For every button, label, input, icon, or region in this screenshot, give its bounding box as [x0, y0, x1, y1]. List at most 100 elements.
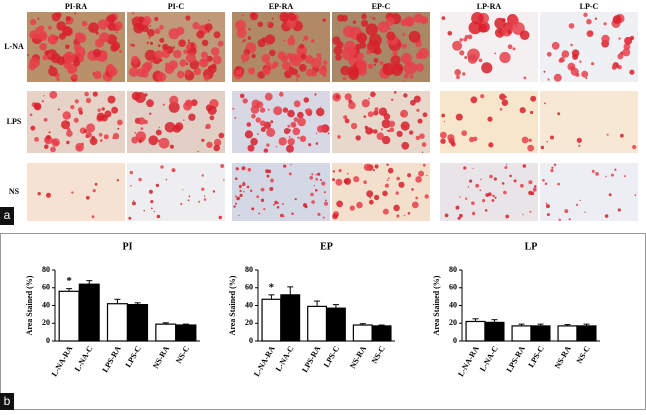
stained-droplet: [464, 34, 469, 39]
stained-droplet: [240, 53, 250, 62]
stained-droplet: [243, 39, 246, 42]
stained-droplet: [279, 12, 290, 22]
stained-droplet: [248, 67, 256, 75]
stained-droplet: [250, 105, 260, 114]
stained-droplet: [282, 107, 289, 113]
stained-droplet: [447, 31, 453, 36]
stained-droplet: [99, 32, 110, 43]
stained-droplet: [462, 72, 466, 76]
stained-droplet: [295, 73, 301, 79]
stained-droplet: [523, 76, 527, 80]
stained-droplet: [178, 39, 186, 47]
stained-droplet: [506, 164, 508, 166]
micrograph-tile: [332, 91, 430, 153]
stained-droplet: [203, 198, 207, 201]
stained-droplet: [440, 131, 447, 139]
stained-droplet: [505, 214, 510, 219]
stained-droplet: [159, 58, 163, 62]
stained-droplet: [340, 65, 351, 76]
stained-droplet: [259, 120, 266, 127]
stained-droplet: [341, 47, 355, 61]
bar: [530, 325, 551, 342]
stained-droplet: [519, 30, 530, 40]
stained-droplet: [201, 187, 205, 191]
stained-droplet: [201, 39, 209, 47]
stained-droplet: [361, 99, 370, 108]
stained-droplet: [372, 169, 375, 172]
stained-droplet: [158, 126, 161, 129]
stained-droplet: [155, 129, 162, 136]
stained-droplet: [405, 17, 414, 27]
stained-droplet: [303, 35, 309, 41]
stained-droplet: [67, 67, 75, 74]
stained-droplet: [155, 183, 160, 188]
stained-droplet: [393, 91, 397, 94]
stained-droplet: [411, 201, 419, 209]
stained-droplet: [143, 119, 148, 125]
bar: [371, 325, 392, 342]
stained-droplet: [504, 166, 508, 169]
stained-droplet: [183, 119, 185, 121]
bar: [576, 325, 597, 342]
stained-droplet: [444, 213, 449, 218]
stained-droplet: [284, 70, 293, 79]
stained-droplet: [264, 34, 276, 45]
stained-droplet: [111, 41, 121, 51]
stained-droplet: [396, 214, 400, 218]
stained-droplet: [425, 66, 427, 68]
stained-droplet: [239, 193, 243, 197]
stained-droplet: [363, 163, 371, 171]
stained-droplet: [612, 15, 622, 24]
stained-droplet: [551, 166, 554, 169]
stained-droplet: [104, 110, 112, 118]
stained-droplet: [263, 208, 266, 211]
stained-droplet: [604, 214, 609, 218]
stained-droplet: [235, 167, 239, 171]
stained-droplet: [317, 172, 321, 176]
stained-droplet: [456, 75, 460, 79]
stained-droplet: [141, 70, 149, 78]
stained-droplet: [279, 92, 284, 97]
stained-droplet: [186, 62, 189, 66]
y-tick-label: 40: [449, 300, 457, 309]
stained-droplet: [265, 61, 272, 68]
stained-droplet: [159, 37, 165, 43]
stained-droplet: [489, 174, 493, 179]
stained-droplet: [297, 136, 300, 139]
stained-droplet: [239, 93, 245, 99]
row-label: LPS: [7, 117, 22, 126]
row-label: NS: [9, 187, 20, 196]
stained-droplet: [292, 127, 301, 136]
stained-droplet: [454, 69, 462, 76]
stained-droplet: [336, 200, 343, 208]
stained-droplet: [501, 99, 509, 106]
stained-droplet: [422, 112, 428, 118]
stained-droplet: [533, 185, 537, 188]
stained-droplet: [203, 195, 206, 197]
stained-droplet: [608, 193, 612, 197]
stained-droplet: [530, 95, 537, 102]
stained-droplet: [160, 165, 164, 169]
stained-droplet: [424, 194, 429, 199]
stained-droplet: [309, 176, 314, 180]
stained-droplet: [247, 36, 252, 40]
stained-droplet: [359, 41, 367, 49]
stained-droplet: [422, 163, 426, 167]
stained-droplet: [369, 16, 372, 18]
stained-droplet: [205, 123, 211, 129]
stained-droplet: [48, 131, 51, 134]
stained-droplet: [578, 144, 581, 147]
stained-droplet: [44, 144, 49, 149]
stained-droplet: [280, 55, 288, 63]
stained-droplet: [282, 15, 284, 17]
stained-droplet: [493, 177, 497, 181]
stained-droplet: [366, 190, 374, 198]
stained-droplet: [461, 130, 468, 137]
stained-droplet: [275, 146, 278, 148]
stained-droplet: [63, 51, 75, 63]
stained-droplet: [529, 210, 532, 213]
stained-droplet: [179, 59, 187, 67]
stained-droplet: [441, 16, 446, 20]
stained-droplet: [623, 43, 631, 51]
stained-droplet: [150, 59, 154, 64]
